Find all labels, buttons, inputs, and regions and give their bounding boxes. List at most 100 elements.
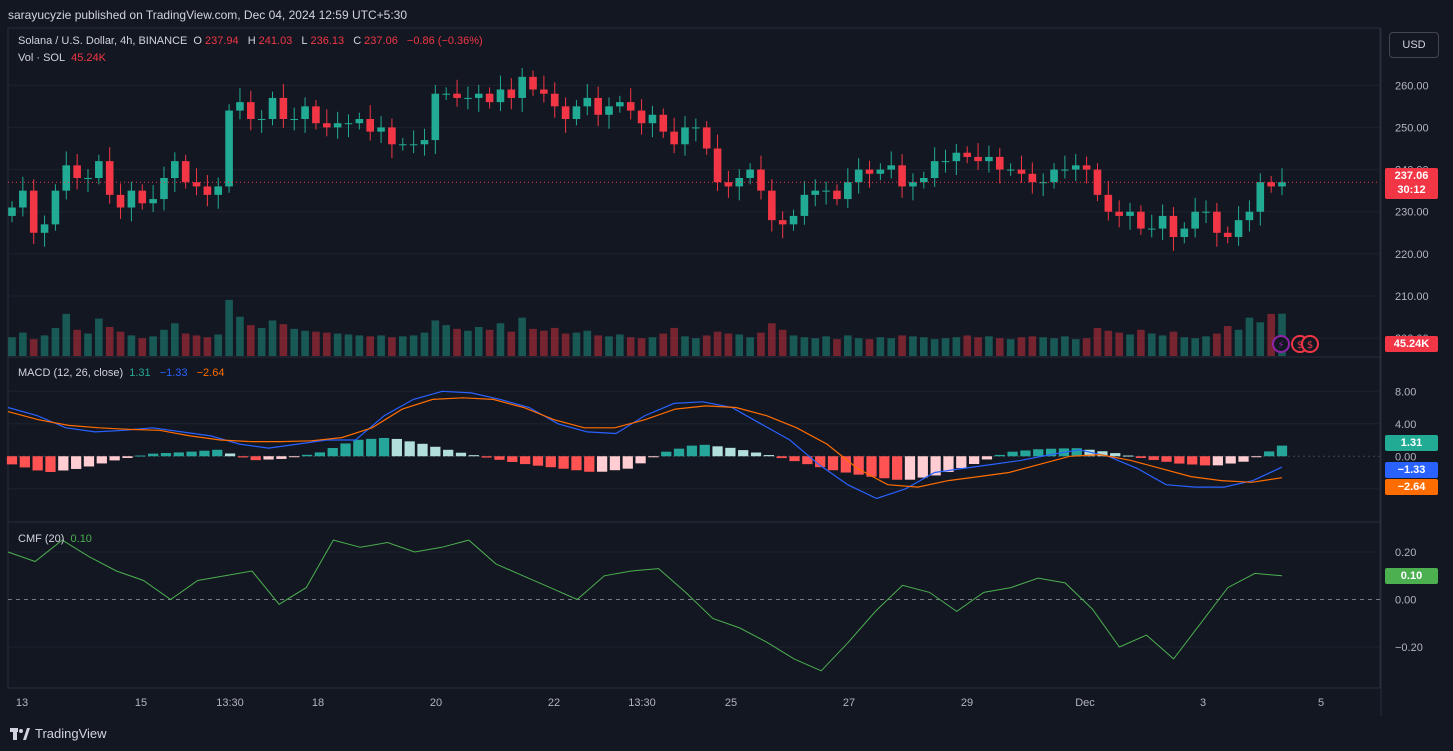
macd-histogram-bar [981,456,993,460]
macd-line-tag: −1.33 [1385,462,1438,478]
cmf-label[interactable]: CMF (20) [18,533,65,545]
event-marker-icon [1301,335,1319,353]
high-value: 241.03 [258,35,293,47]
macd-line [7,390,1283,500]
close-label: C [353,35,362,47]
macd-label[interactable]: MACD (12, 26, close) [18,367,124,379]
macd-histogram-bar [904,456,916,480]
candle [702,127,711,149]
candle [963,152,972,157]
candle [398,144,407,146]
currency-button[interactable]: USD [1389,32,1439,58]
volume-bar [214,334,223,356]
volume-bar [909,336,917,356]
volume-bar [930,339,939,356]
macd-histogram-bar [327,448,338,457]
volume-bar [105,327,114,356]
candle [941,161,950,163]
macd-histogram-bar [6,456,18,465]
volume-bar [822,336,830,356]
time-tick-label: 5 [1318,697,1324,709]
volume-bar [670,327,678,356]
macd-histogram-bar [1148,456,1159,460]
macd-histogram-bar [789,456,800,462]
volume-bar [1213,333,1221,356]
candle [355,119,364,124]
chart-canvas[interactable]: 200.00210.00220.00230.00240.00250.00260.… [0,0,1453,716]
macd-histogram-bar [289,456,300,458]
candle [1158,215,1167,229]
macd-histogram-bar [122,456,133,458]
macd-histogram-bar [571,456,582,471]
price-tick-label: 230.00 [1395,207,1429,219]
volume-bar [1191,338,1199,356]
volume-bar [692,338,700,356]
macd-tick-label: 0.00 [1395,451,1416,463]
candle [1267,182,1275,187]
macd-histogram-bar [199,450,210,457]
macd-histogram-bar [71,456,82,469]
volume-bar [409,335,418,356]
candle [909,182,917,187]
candle [887,165,896,170]
candle [952,152,961,162]
candle [19,190,27,208]
time-tick-label: 15 [135,697,147,709]
volume-label[interactable]: Vol · SOL [18,52,66,64]
macd-tick-label: 8.00 [1395,386,1416,398]
candle [1071,165,1080,170]
candle [833,190,841,200]
macd-histogram-bar [1212,456,1223,466]
volume-bar [247,325,255,356]
macd-histogram-bar [301,454,313,457]
countdown-value: 30:12 [1397,184,1426,196]
cmf-tick-label: 0.00 [1395,595,1416,607]
price-legend: Solana / U.S. Dollar, 4h, BINANCE O 237.9… [18,35,489,47]
macd-histogram-bar [391,438,402,457]
macd-histogram-bar [224,453,236,457]
macd-histogram-bar [545,456,556,468]
candle [420,140,429,145]
volume-bar [1202,336,1210,356]
volume-bar [333,333,342,356]
macd-histogram-bar [1071,448,1082,457]
candle [919,178,928,183]
macd-histogram-bar [173,452,184,457]
low-label: L [301,35,308,47]
volume-bar [279,324,288,356]
volume-bar [1061,336,1069,356]
time-tick-label: 27 [843,697,855,709]
volume-bar [1093,327,1102,356]
brand-name: TradingView [35,726,107,741]
symbol-title[interactable]: Solana / U.S. Dollar, 4h, BINANCE [18,35,188,47]
macd-histogram-bar [673,448,685,457]
volume-bar [1017,337,1026,356]
candle [518,76,526,98]
candle [865,169,874,174]
candle [681,127,689,145]
candle [550,93,559,107]
tradingview-logo[interactable]: TradingView [10,726,107,741]
candle [1191,211,1199,229]
volume-bar [355,335,364,356]
candle [1202,211,1210,213]
volume-bar [876,337,885,356]
candle [301,106,309,119]
macd-histogram-bar [109,456,120,461]
candle [561,106,570,119]
event-marker-glyph: $ [1297,340,1303,351]
candle [1180,228,1189,237]
macd-histogram-bar [725,447,736,457]
candle [811,190,820,195]
candle [1256,182,1265,212]
cmf-line [7,539,1283,672]
publisher-text: sarayucyzie published on TradingView.com… [8,8,408,22]
macd-signal-tag: −2.64 [1385,479,1438,495]
volume-bar [312,331,320,356]
macd-histogram-bar [853,456,864,475]
candle [257,119,266,120]
volume-bar [941,338,950,356]
macd-histogram-bar [417,443,428,457]
macd-histogram-bar [250,456,261,461]
macd-histogram-bar [135,455,146,457]
